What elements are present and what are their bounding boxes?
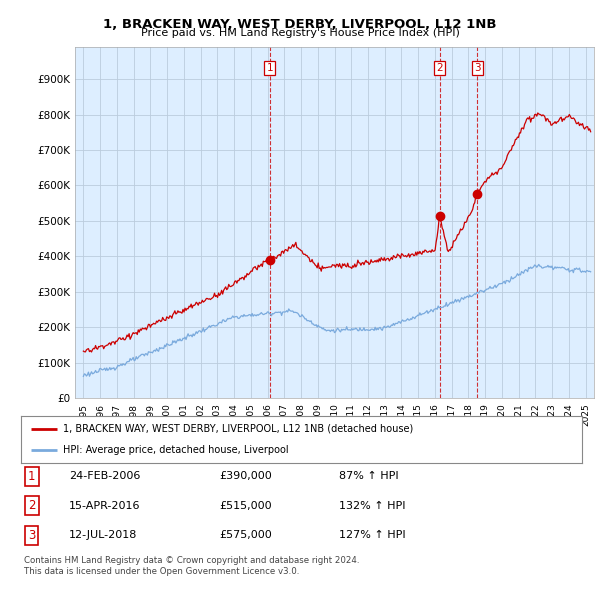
Text: Price paid vs. HM Land Registry's House Price Index (HPI): Price paid vs. HM Land Registry's House …: [140, 28, 460, 38]
Text: 24-FEB-2006: 24-FEB-2006: [69, 471, 140, 481]
Text: 132% ↑ HPI: 132% ↑ HPI: [339, 501, 406, 510]
Text: This data is licensed under the Open Government Licence v3.0.: This data is licensed under the Open Gov…: [24, 567, 299, 576]
Text: 2: 2: [28, 499, 35, 512]
Text: HPI: Average price, detached house, Liverpool: HPI: Average price, detached house, Live…: [63, 445, 289, 455]
Text: 3: 3: [474, 63, 481, 73]
Text: £575,000: £575,000: [219, 530, 272, 540]
Text: 1, BRACKEN WAY, WEST DERBY, LIVERPOOL, L12 1NB (detached house): 1, BRACKEN WAY, WEST DERBY, LIVERPOOL, L…: [63, 424, 413, 434]
Text: £515,000: £515,000: [219, 501, 272, 510]
Text: 1, BRACKEN WAY, WEST DERBY, LIVERPOOL, L12 1NB: 1, BRACKEN WAY, WEST DERBY, LIVERPOOL, L…: [103, 18, 497, 31]
Text: 87% ↑ HPI: 87% ↑ HPI: [339, 471, 398, 481]
Text: 15-APR-2016: 15-APR-2016: [69, 501, 140, 510]
Text: £390,000: £390,000: [219, 471, 272, 481]
Text: 1: 1: [28, 470, 35, 483]
Text: 3: 3: [28, 529, 35, 542]
Text: 127% ↑ HPI: 127% ↑ HPI: [339, 530, 406, 540]
Text: Contains HM Land Registry data © Crown copyright and database right 2024.: Contains HM Land Registry data © Crown c…: [24, 556, 359, 565]
Text: 2: 2: [436, 63, 443, 73]
Text: 1: 1: [266, 63, 273, 73]
Text: 12-JUL-2018: 12-JUL-2018: [69, 530, 137, 540]
